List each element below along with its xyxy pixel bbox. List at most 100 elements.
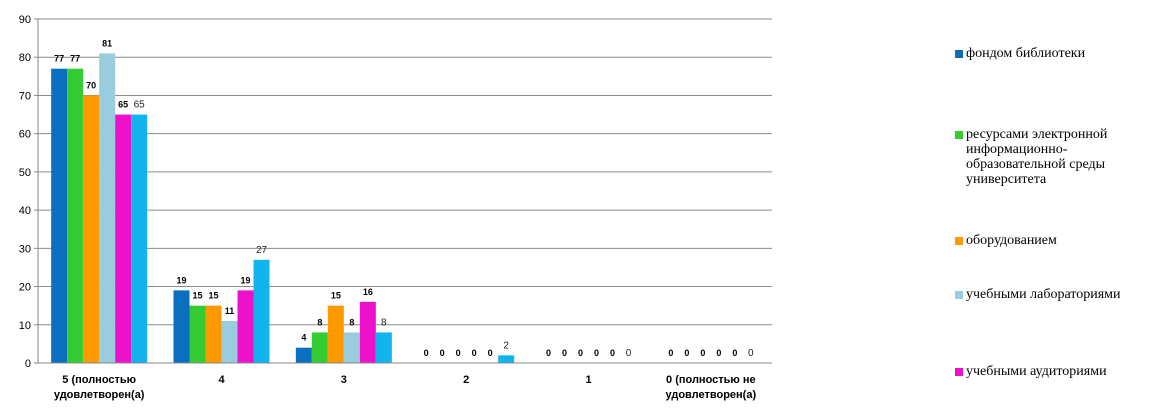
data-label: 8 (381, 317, 387, 328)
x-category-label-line: 4 (218, 374, 225, 386)
legend-swatch (955, 368, 963, 376)
data-label: 77 (54, 54, 64, 64)
legend-label: учебными аудиториями (966, 364, 1107, 379)
y-tick-label: 60 (19, 129, 31, 141)
data-label: 8 (349, 317, 354, 327)
data-label: 0 (748, 348, 754, 359)
data-label: 0 (626, 348, 632, 359)
legend-label: фондом библиотеки (966, 46, 1086, 61)
data-label: 11 (225, 306, 235, 316)
x-category-label-line: 3 (341, 374, 347, 386)
bar (253, 259, 270, 363)
data-label: 4 (301, 333, 306, 343)
data-label: 27 (256, 245, 268, 256)
data-label: 0 (488, 348, 493, 358)
bar (205, 305, 222, 363)
bar (115, 114, 132, 363)
data-label: 0 (424, 348, 429, 358)
data-label: 0 (440, 348, 445, 358)
data-label: 0 (716, 348, 721, 358)
bar (131, 114, 148, 363)
legend-item: ресурсами электронной информационно-образ… (955, 127, 1170, 187)
bar (311, 332, 328, 363)
legend-label: оборудованием (966, 233, 1057, 248)
bar (498, 355, 515, 363)
y-tick-label: 0 (25, 358, 31, 370)
x-category-label-line: 5 (полностью (62, 374, 136, 386)
legend-swatch (955, 131, 963, 139)
y-tick-label: 40 (19, 205, 31, 217)
bar (189, 305, 206, 363)
bar (327, 305, 344, 363)
data-label: 0 (700, 348, 705, 358)
bar (51, 68, 68, 363)
y-tick-label: 30 (19, 243, 31, 255)
bar (221, 320, 238, 363)
bar (343, 332, 360, 363)
bar (375, 332, 392, 363)
x-category-label: 2 (463, 374, 469, 386)
x-category-label-line: 2 (463, 374, 469, 386)
data-label: 77 (70, 54, 80, 64)
data-label: 0 (610, 348, 615, 358)
data-label: 19 (176, 275, 186, 285)
data-label: 0 (684, 348, 689, 358)
legend-swatch (955, 291, 963, 299)
y-tick-label: 50 (19, 167, 31, 179)
data-label: 70 (86, 80, 96, 90)
bars (51, 53, 515, 364)
y-tick-label: 90 (19, 14, 31, 26)
data-label: 81 (102, 38, 112, 48)
data-label: 15 (192, 291, 202, 301)
data-label: 0 (472, 348, 477, 358)
bar (173, 290, 190, 363)
legend-swatch (955, 50, 963, 58)
x-category-label-line: удовлетворен(а) (54, 389, 145, 401)
data-label: 65 (134, 100, 146, 111)
legend-item: оборудованием (955, 233, 1170, 248)
data-label: 2 (503, 340, 509, 351)
data-label: 0 (594, 348, 599, 358)
data-label: 0 (562, 348, 567, 358)
legend-label: учебными лабораториями (966, 287, 1121, 302)
bar (359, 301, 376, 363)
data-label: 0 (578, 348, 583, 358)
x-category-label: 5 (полностью удовлетворен(а) (54, 374, 145, 401)
bar (67, 68, 84, 363)
data-label: 65 (118, 100, 128, 110)
data-label: 15 (331, 291, 341, 301)
x-category-label: 0 (полностью не удовлетворен(а) (666, 374, 757, 401)
y-axis-ticks: 0 10 20 30 40 50 60 70 80 90 (19, 14, 38, 370)
data-label: 0 (546, 348, 551, 358)
legend-swatch (955, 237, 963, 245)
legend-item: учебными аудиториями (955, 364, 1170, 379)
x-category-label: 4 (218, 374, 225, 386)
y-tick-label: 10 (19, 320, 31, 332)
y-tick-label: 20 (19, 282, 31, 294)
x-category-label-line: 1 (585, 374, 591, 386)
bar (295, 347, 312, 363)
data-label: 8 (317, 317, 322, 327)
legend: фондом библиотеки ресурсами электронной ин… (955, 0, 1174, 409)
x-category-label-line: удовлетворен(а) (666, 389, 757, 401)
data-label: 15 (208, 291, 218, 301)
data-label: 0 (668, 348, 673, 358)
bar (237, 290, 254, 363)
legend-item: фондом библиотеки (955, 46, 1170, 61)
y-tick-label: 70 (19, 90, 31, 102)
legend-label: ресурсами электронной информационно-образ… (966, 127, 1108, 187)
data-label: 19 (240, 275, 250, 285)
x-category-label: 3 (341, 374, 347, 386)
x-category-label-line: 0 (полностью не (666, 374, 756, 386)
data-label: 0 (456, 348, 461, 358)
data-label: 16 (363, 287, 373, 297)
y-tick-label: 80 (19, 52, 31, 64)
legend-item: учебными лабораториями (955, 287, 1170, 302)
data-label: 0 (732, 348, 737, 358)
bar (83, 95, 100, 363)
x-category-label: 1 (585, 374, 591, 386)
gridlines (38, 18, 772, 326)
bar (99, 53, 116, 364)
